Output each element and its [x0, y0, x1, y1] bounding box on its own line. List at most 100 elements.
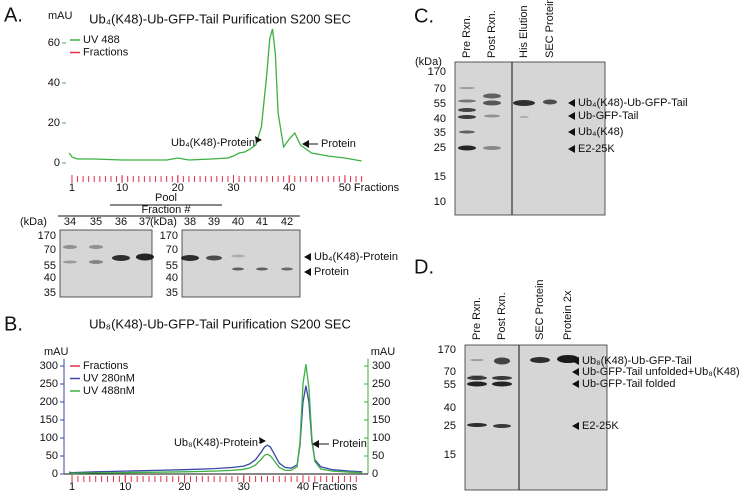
- pool-label: Pool: [155, 192, 177, 204]
- band: [483, 93, 501, 99]
- band: [467, 381, 487, 387]
- arrow: [312, 440, 319, 448]
- y-tick-label: 0: [54, 157, 60, 169]
- x-tick-label: 20: [172, 182, 184, 194]
- y-tick-label: 100: [40, 432, 58, 444]
- arrow: [568, 112, 575, 120]
- kda-marker: 170: [428, 66, 446, 78]
- y-axis-label: mAU: [48, 10, 73, 22]
- y2-tick-label: 250: [372, 378, 390, 390]
- y-axis-label: mAU: [44, 346, 69, 358]
- lane-label: His Elution: [518, 5, 530, 58]
- lane-label: 41: [256, 216, 268, 228]
- annotation: Ub₄(K48)-Protein: [171, 137, 255, 149]
- band: [112, 255, 130, 261]
- band: [483, 100, 501, 106]
- band-label: Protein: [314, 266, 349, 278]
- band: [492, 376, 512, 380]
- kda-header: (kDa): [150, 216, 177, 228]
- band-label: E2-25K: [578, 143, 615, 155]
- arrow: [255, 136, 262, 143]
- band: [458, 145, 476, 151]
- kda-marker: 55: [434, 98, 446, 110]
- kda-marker: 70: [434, 83, 446, 95]
- series-line: [69, 364, 363, 474]
- band: [63, 260, 77, 264]
- kda-marker: 10: [434, 196, 446, 208]
- y-tick-label: 60: [48, 37, 60, 49]
- arrow: [304, 253, 311, 261]
- gel: [454, 61, 606, 216]
- band: [493, 424, 511, 428]
- x-tick-label: 40: [283, 182, 295, 194]
- gel: [464, 344, 608, 491]
- band: [543, 99, 557, 105]
- x-tick-label: 20: [178, 481, 190, 493]
- kda-marker: 55: [44, 260, 56, 272]
- band: [470, 359, 484, 361]
- x-tick-label: 30: [238, 481, 250, 493]
- kda-marker: 40: [434, 113, 446, 125]
- y-tick-label: 0: [52, 468, 58, 480]
- legend-label: UV 488nM: [83, 385, 135, 397]
- kda-marker: 70: [166, 244, 178, 256]
- band: [136, 253, 154, 261]
- legend-label: Fractions: [83, 360, 129, 372]
- lane-label: 42: [281, 216, 293, 228]
- lane-label: 35: [90, 216, 102, 228]
- lane-label: SEC Protein: [534, 279, 546, 340]
- lane-label: Post Rxn.: [486, 10, 498, 58]
- band: [63, 245, 77, 249]
- y2-tick-label: 0: [372, 468, 378, 480]
- y-tick-label: 50: [46, 450, 58, 462]
- kda-marker: 70: [444, 366, 456, 378]
- y-tick-label: 40: [48, 77, 60, 89]
- y-tick-label: 300: [40, 360, 58, 372]
- legend-label: UV 488: [83, 34, 120, 46]
- annotation: Protein: [332, 438, 367, 450]
- band: [232, 267, 244, 271]
- band: [206, 255, 222, 261]
- arrow: [572, 422, 579, 430]
- lane-label: Pre Rxn.: [471, 297, 483, 340]
- kda-marker: 35: [166, 287, 178, 299]
- kda-marker: 55: [166, 260, 178, 272]
- kda-marker: 15: [444, 449, 456, 461]
- x-tick-label: 10: [119, 481, 131, 493]
- x-axis-label: Fractions: [312, 481, 358, 493]
- legend-label: Fractions: [83, 46, 129, 58]
- x-tick-label: 30: [227, 182, 239, 194]
- panel-label: B.: [4, 313, 23, 335]
- band: [231, 254, 245, 258]
- chart-title: Ub₈(K48)-Ub-GFP-Tail Purification S200 S…: [89, 316, 351, 331]
- arrow: [568, 145, 575, 153]
- band: [483, 146, 501, 150]
- y2-axis-label: mAU: [371, 346, 396, 358]
- kda-marker: 70: [44, 244, 56, 256]
- band-label: Ub₄(K48)-Protein: [314, 251, 398, 263]
- band: [459, 130, 475, 134]
- y-tick-label: 20: [48, 117, 60, 129]
- lane-label: 39: [208, 216, 220, 228]
- gel: [181, 229, 301, 298]
- x-axis-label: Fractions: [354, 182, 400, 194]
- band: [484, 114, 500, 118]
- lane-label: Pre Rxn.: [461, 15, 473, 58]
- kda-marker: 170: [160, 230, 178, 242]
- arrow: [302, 140, 309, 148]
- lane-label: Protein 2x: [562, 290, 574, 340]
- series-line: [69, 385, 363, 474]
- x-tick-label: 10: [116, 182, 128, 194]
- legend-label: UV 280nM: [83, 372, 135, 384]
- x-tick-label: 1: [69, 182, 75, 194]
- y2-tick-label: 150: [372, 414, 390, 426]
- band: [530, 357, 550, 363]
- x-tick-label: 1: [69, 481, 75, 493]
- lane-label: Post Rxn.: [496, 292, 508, 340]
- arrow: [572, 357, 579, 365]
- band-label: Ub₄(K48): [578, 126, 623, 138]
- panel-label: D.: [414, 256, 434, 278]
- gel: [59, 229, 153, 298]
- kda-header: (kDa): [415, 56, 442, 68]
- y2-tick-label: 50: [372, 450, 384, 462]
